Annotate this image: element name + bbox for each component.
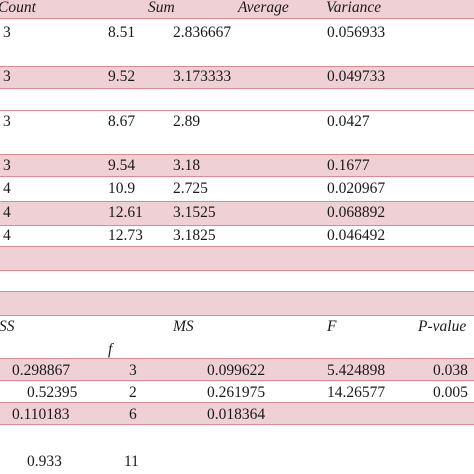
row-band xyxy=(0,201,474,225)
sum-cell: 12.73 xyxy=(108,227,143,244)
header-df: f xyxy=(108,341,113,358)
total-df-cell: 11 xyxy=(124,453,139,470)
header-f: F xyxy=(327,318,337,335)
df-cell: 2 xyxy=(129,384,137,401)
row-rule xyxy=(0,424,474,425)
count-cell: 4 xyxy=(3,204,11,221)
ms-cell: 0.018364 xyxy=(207,406,266,423)
f-cell: 5.424898 xyxy=(327,362,386,379)
header-sum: Sum xyxy=(148,0,175,16)
average-cell: 3.18 xyxy=(173,157,201,174)
variance-cell: 0.020967 xyxy=(327,180,386,197)
average-cell: 3.1525 xyxy=(173,204,216,221)
row-rule xyxy=(0,402,474,403)
variance-cell: 0.0427 xyxy=(327,113,370,130)
row-band xyxy=(0,66,474,88)
row-band xyxy=(0,358,474,380)
count-cell: 3 xyxy=(3,68,11,85)
row-rule xyxy=(0,246,474,247)
sum-cell: 8.51 xyxy=(108,24,136,41)
variance-cell: 0.068892 xyxy=(327,204,386,221)
average-cell: 3.173333 xyxy=(173,68,232,85)
count-cell: 3 xyxy=(3,157,11,174)
row-rule xyxy=(0,66,474,67)
row-rule xyxy=(0,358,474,359)
sum-cell: 8.67 xyxy=(108,113,136,130)
row-band xyxy=(0,402,474,424)
average-cell: 2.725 xyxy=(173,180,208,197)
header-ms: MS xyxy=(173,318,194,335)
row-band xyxy=(0,154,474,176)
row-rule xyxy=(0,270,474,271)
row-rule xyxy=(0,154,474,155)
variance-cell: 0.049733 xyxy=(327,68,386,85)
row-band xyxy=(0,0,474,18)
count-cell: 3 xyxy=(3,24,11,41)
row-band xyxy=(0,291,474,315)
ms-cell: 0.261975 xyxy=(207,384,266,401)
sum-cell: 12.61 xyxy=(108,204,143,221)
row-rule xyxy=(0,18,474,19)
row-rule xyxy=(0,201,474,202)
average-cell: 3.1825 xyxy=(173,227,216,244)
header-ss: SS xyxy=(0,318,15,335)
p-value-cell: 0.038 xyxy=(433,362,468,379)
count-cell: 3 xyxy=(3,113,11,130)
header-p-value: P-value xyxy=(418,318,467,335)
sum-cell: 9.54 xyxy=(108,157,136,174)
df-cell: 6 xyxy=(129,406,137,423)
row-rule xyxy=(0,110,474,111)
ss-cell: 0.110183 xyxy=(12,406,70,423)
header-average: Average xyxy=(238,0,289,16)
variance-cell: 0.056933 xyxy=(327,24,386,41)
header-variance: Variance xyxy=(326,0,382,16)
average-cell: 2.836667 xyxy=(173,24,232,41)
count-cell: 4 xyxy=(3,180,11,197)
count-cell: 4 xyxy=(3,227,11,244)
f-cell: 14.26577 xyxy=(327,384,386,401)
row-rule xyxy=(0,291,474,292)
row-rule xyxy=(0,380,474,381)
row-rule xyxy=(0,88,474,89)
row-rule xyxy=(0,176,474,177)
header-count: Count xyxy=(0,0,36,16)
variance-cell: 0.1677 xyxy=(327,157,370,174)
sum-cell: 10.9 xyxy=(108,180,136,197)
sum-cell: 9.52 xyxy=(108,68,136,85)
ss-cell: 0.52395 xyxy=(27,384,78,401)
row-band xyxy=(0,246,474,270)
average-cell: 2.89 xyxy=(173,113,201,130)
row-rule xyxy=(0,225,474,226)
total-ss-cell: 0.933 xyxy=(27,453,62,470)
row-rule xyxy=(0,315,474,316)
variance-cell: 0.046492 xyxy=(327,227,386,244)
ss-cell: 0.298867 xyxy=(12,362,71,379)
ms-cell: 0.099622 xyxy=(207,362,266,379)
df-cell: 3 xyxy=(129,362,137,379)
p-value-cell: 0.005 xyxy=(433,384,468,401)
